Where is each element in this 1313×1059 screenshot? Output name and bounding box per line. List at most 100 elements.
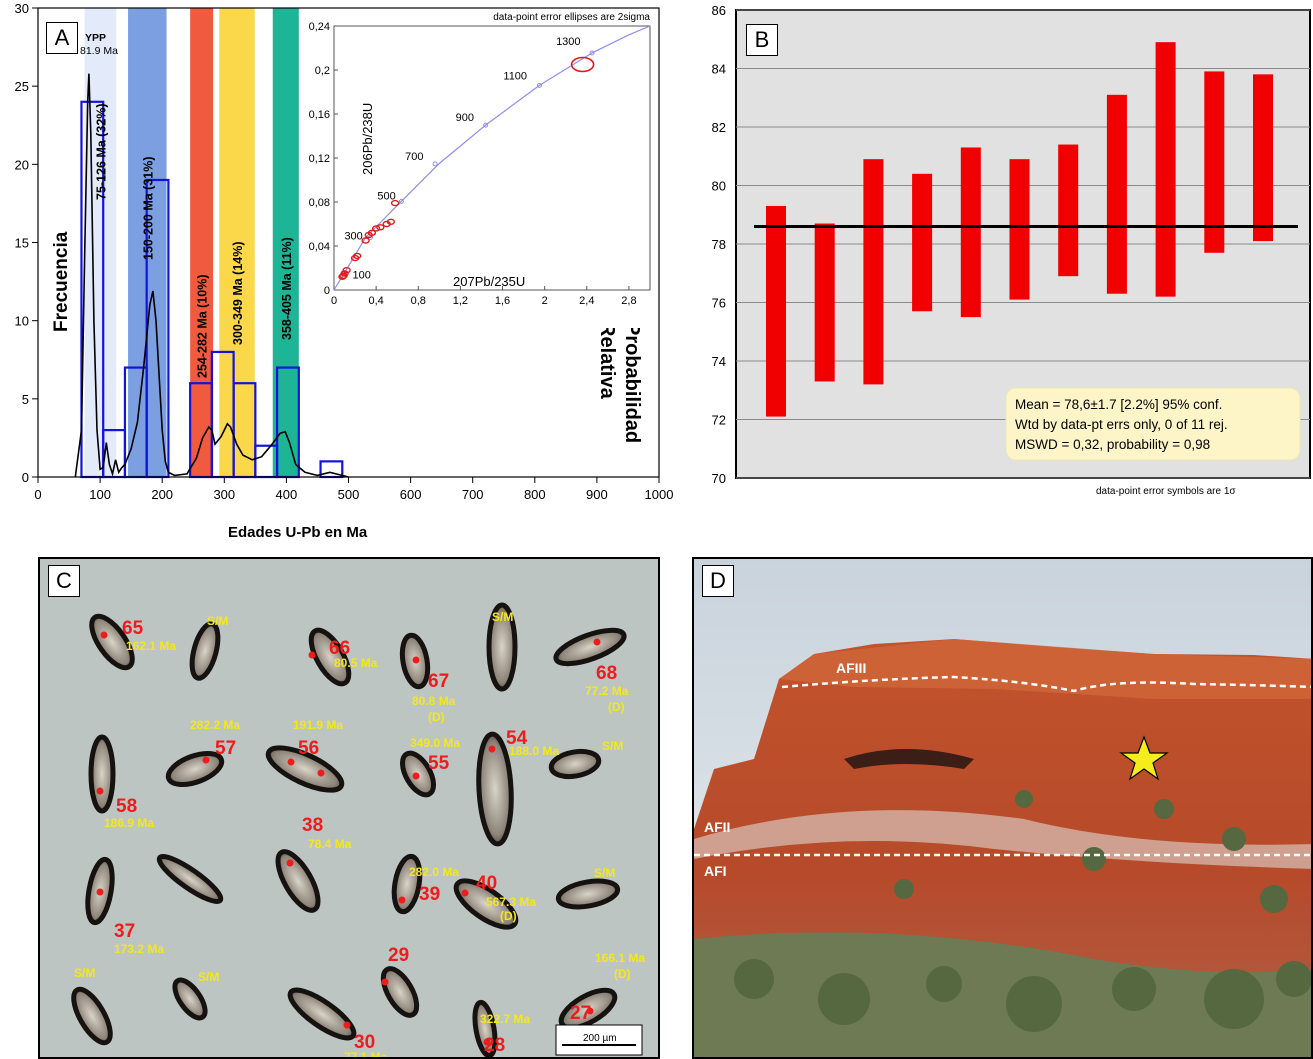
grain-number: 68 <box>596 663 617 684</box>
x-tick-label: 600 <box>400 487 422 502</box>
error-bar <box>960 147 981 318</box>
afii-label: AFII <box>704 819 730 835</box>
inset-x-tick-label: 1,2 <box>453 295 468 307</box>
error-bar <box>1058 144 1079 277</box>
right-label-2: Relativa <box>596 322 618 400</box>
y-tick-label-b: 70 <box>712 471 726 486</box>
grain-age: 77.1 Ma <box>344 1050 388 1059</box>
grain-age: 162.1 Ma <box>126 639 176 653</box>
grain-age: 282.0 Ma <box>409 865 459 879</box>
inset-y-tick-label: 0,04 <box>309 241 330 253</box>
concordia-age-label: 500 <box>377 190 395 202</box>
zircon-grain <box>476 731 514 847</box>
panel-letter-b: B <box>746 24 778 56</box>
cliff-upper-layer <box>779 639 1311 699</box>
inset-y-tick-label: 0,08 <box>309 197 330 209</box>
grain-number: 40 <box>476 873 497 894</box>
zircon-grain <box>308 627 352 687</box>
star-icon <box>1119 735 1169 781</box>
zircon-photo-c: C <box>38 557 660 1059</box>
grain-number: 65 <box>122 618 144 639</box>
concordia-age-label: 1300 <box>556 36 580 48</box>
sm-label: S/M <box>74 966 95 980</box>
error-ellipse <box>570 56 595 73</box>
zircon-grain <box>380 966 420 1018</box>
afi-label: AFI <box>704 863 727 879</box>
concordia-age-label: 900 <box>456 112 474 124</box>
outcrop-illustration: AFIII AFII AFI <box>694 559 1311 1057</box>
x-tick-label: 200 <box>151 487 173 502</box>
grain-number: 30 <box>354 1032 375 1053</box>
right-label-1: Probabilidad <box>621 322 643 443</box>
grain-number: 29 <box>388 945 409 966</box>
grain-number: 28 <box>484 1035 505 1056</box>
inset-y-tick-label: 0,16 <box>309 109 330 121</box>
grain-age: 191.9 Ma <box>293 718 343 732</box>
grain-number: 67 <box>428 671 449 692</box>
inset-x-tick-label: 1,6 <box>495 295 510 307</box>
grain-age: (D) <box>608 700 625 714</box>
stats-box <box>1005 387 1301 461</box>
band-label: 358-405 Ma (11%) <box>280 237 294 340</box>
x-tick-label: 0 <box>34 487 41 502</box>
stats-line-1: Mean = 78,6±1.7 [2.2%] 95% conf. <box>1015 397 1222 412</box>
stats-line-2: Wtd by data-pt errs only, 0 of 11 rej. <box>1015 417 1228 432</box>
grain-age: 322.7 Ma <box>480 1012 530 1026</box>
error-ellipse <box>352 252 362 260</box>
sm-label: S/M <box>602 739 623 753</box>
zircon-grain <box>88 734 116 814</box>
vegetation-foreground <box>694 932 1311 1057</box>
sm-label: S/M <box>198 970 219 984</box>
concordia-age-marker <box>398 198 404 204</box>
inset-y-tick-label: 0,24 <box>309 21 330 33</box>
grain-number: 55 <box>428 753 450 774</box>
age-band <box>219 8 255 477</box>
concordia-age-marker <box>589 50 595 56</box>
error-bar <box>1204 71 1225 253</box>
inset-caption: data-point error ellipses are 2sigma <box>493 12 650 23</box>
grain-number: 39 <box>419 884 440 905</box>
y-tick-label: 30 <box>15 1 29 16</box>
grain-age: 282.2 Ma <box>190 718 240 732</box>
grain-number: 57 <box>215 738 236 759</box>
grain-age: 78.4 Ma <box>308 837 352 851</box>
y-tick-label: 25 <box>15 79 29 94</box>
error-ellipse <box>340 270 349 277</box>
error-bar <box>863 159 884 385</box>
x-tick-label: 1000 <box>645 487 674 502</box>
zircon-grain <box>486 602 518 692</box>
error-bar <box>1253 74 1273 242</box>
outcrop-photo-d: AFIII AFII AFI D <box>692 557 1313 1059</box>
grain-age: 77.2 Ma <box>585 684 629 698</box>
y-tick-label: 10 <box>15 314 29 329</box>
y-tick-label: 20 <box>15 157 29 172</box>
grain-age: 349.0 Ma <box>410 736 460 750</box>
age-band <box>190 8 214 477</box>
grain-age: 166.1 Ma <box>595 951 645 965</box>
concordia-age-label: 300 <box>344 231 362 243</box>
zircon-grain <box>287 987 357 1041</box>
x-tick-label: 300 <box>213 487 235 502</box>
y-tick-label-b: 84 <box>712 62 726 77</box>
grain-age: (D) <box>428 710 445 724</box>
y-tick-label-b: 76 <box>712 296 726 311</box>
x-tick-label: 900 <box>586 487 608 502</box>
x-tick-label: 100 <box>89 487 111 502</box>
concordia-age-label: 700 <box>405 151 423 163</box>
band-label: 300-349 Ma (14%) <box>231 241 245 345</box>
concordia-inset: data-point error ellipses are 2sigma 0 0,… <box>306 10 656 328</box>
zircon-grain <box>156 854 224 904</box>
grain-age: 80.8 Ma <box>412 694 456 708</box>
error-ellipse <box>386 218 396 226</box>
grain-age: 567.3 Ma <box>486 895 536 909</box>
inset-frame <box>333 25 651 291</box>
concordia-age-marker <box>536 82 542 88</box>
x-axis-title-a: Edades U-Pb en Ma <box>228 524 368 541</box>
histogram-chart-a: 75-126 Ma (32%) 150-200 Ma (31%) 254-282 M… <box>15 1 674 502</box>
peak-value: 81.9 Ma <box>80 45 118 57</box>
error-bar <box>1106 94 1127 294</box>
inset-x-axis-title: 207Pb/235U <box>453 274 525 289</box>
error-ellipse <box>390 199 400 207</box>
inset-y-tick-label: 0,2 <box>315 65 330 77</box>
grain-number: 38 <box>302 815 323 836</box>
